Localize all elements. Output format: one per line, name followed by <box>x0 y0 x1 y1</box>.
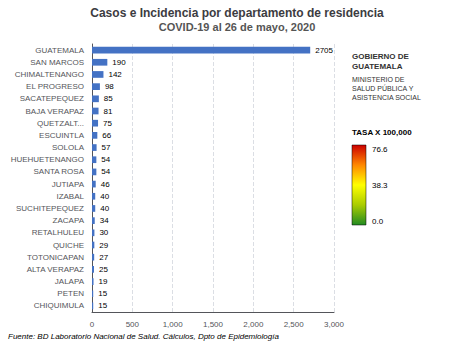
svg-text:SUCHITEPEQUEZ: SUCHITEPEQUEZ <box>16 204 84 213</box>
svg-text:38.3: 38.3 <box>372 181 388 190</box>
svg-text:QUETZALT...: QUETZALT... <box>37 119 84 128</box>
svg-text:CHIQUIMULA: CHIQUIMULA <box>34 301 85 310</box>
svg-text:Casos e Incidencia por departa: Casos e Incidencia por departamento de r… <box>90 6 384 20</box>
svg-text:IZABAL: IZABAL <box>56 192 84 201</box>
svg-text:57: 57 <box>102 143 111 152</box>
svg-text:15: 15 <box>98 289 107 298</box>
svg-text:98: 98 <box>105 82 114 91</box>
svg-text:40: 40 <box>100 204 109 213</box>
svg-text:500: 500 <box>126 320 140 329</box>
svg-text:Fuente: BD Laboratorio Naciona: Fuente: BD Laboratorio Nacional de Salud… <box>8 332 279 341</box>
svg-text:2,000: 2,000 <box>243 320 264 329</box>
svg-text:ESCUINTLA: ESCUINTLA <box>39 131 85 140</box>
svg-text:BAJA VERAPAZ: BAJA VERAPAZ <box>25 107 84 116</box>
svg-text:30: 30 <box>99 228 108 237</box>
svg-text:2,500: 2,500 <box>284 320 305 329</box>
svg-text:46: 46 <box>101 180 110 189</box>
svg-text:1,000: 1,000 <box>163 320 184 329</box>
svg-text:76.6: 76.6 <box>372 145 388 154</box>
svg-text:ALTA VERAPAZ: ALTA VERAPAZ <box>27 265 84 274</box>
svg-text:2705: 2705 <box>315 46 333 55</box>
svg-text:JALAPA: JALAPA <box>55 277 85 286</box>
svg-text:TOTONICAPAN: TOTONICAPAN <box>27 253 84 262</box>
svg-text:0.0: 0.0 <box>372 217 384 226</box>
svg-text:SACATEPEQUEZ: SACATEPEQUEZ <box>20 94 84 103</box>
svg-text:SAN MARCOS: SAN MARCOS <box>30 58 84 67</box>
svg-text:29: 29 <box>99 241 108 250</box>
svg-text:RETALHULEU: RETALHULEU <box>32 228 85 237</box>
svg-text:GUATEMALA: GUATEMALA <box>352 62 403 71</box>
svg-text:TASA X 100,000: TASA X 100,000 <box>352 128 412 137</box>
svg-text:0: 0 <box>90 320 95 329</box>
svg-text:19: 19 <box>99 277 108 286</box>
svg-text:SOLOLA: SOLOLA <box>52 143 85 152</box>
svg-text:142: 142 <box>108 70 122 79</box>
svg-text:CHIMALTENANGO: CHIMALTENANGO <box>15 70 84 79</box>
svg-text:ZACAPA: ZACAPA <box>53 216 85 225</box>
svg-text:25: 25 <box>99 265 108 274</box>
svg-text:COVID-19 al 26 de mayo, 2020: COVID-19 al 26 de mayo, 2020 <box>159 21 316 33</box>
svg-text:66: 66 <box>102 131 111 140</box>
svg-text:MINISTERIO DE: MINISTERIO DE <box>352 76 405 83</box>
svg-text:3,000: 3,000 <box>324 320 345 329</box>
svg-text:QUICHE: QUICHE <box>53 241 84 250</box>
svg-text:54: 54 <box>101 155 110 164</box>
svg-text:85: 85 <box>104 94 113 103</box>
svg-text:54: 54 <box>101 167 110 176</box>
svg-text:40: 40 <box>100 192 109 201</box>
svg-text:SANTA ROSA: SANTA ROSA <box>33 167 84 176</box>
svg-text:27: 27 <box>99 253 108 262</box>
svg-text:EL PROGRESO: EL PROGRESO <box>26 82 84 91</box>
svg-text:15: 15 <box>98 301 107 310</box>
svg-text:190: 190 <box>112 58 126 67</box>
svg-text:81: 81 <box>104 107 113 116</box>
svg-text:PETEN: PETEN <box>57 289 84 298</box>
svg-text:34: 34 <box>100 216 109 225</box>
svg-text:GUATEMALA: GUATEMALA <box>35 46 84 55</box>
svg-text:75: 75 <box>103 119 112 128</box>
svg-text:GOBIERNO DE: GOBIERNO DE <box>352 52 410 61</box>
svg-text:SALUD PÚBLICA Y: SALUD PÚBLICA Y <box>352 84 414 92</box>
svg-text:ASISTENCIA SOCIAL: ASISTENCIA SOCIAL <box>352 94 421 101</box>
svg-text:JUTIAPA: JUTIAPA <box>52 180 85 189</box>
svg-text:HUEHUETENANGO: HUEHUETENANGO <box>11 155 84 164</box>
svg-text:1,500: 1,500 <box>203 320 224 329</box>
